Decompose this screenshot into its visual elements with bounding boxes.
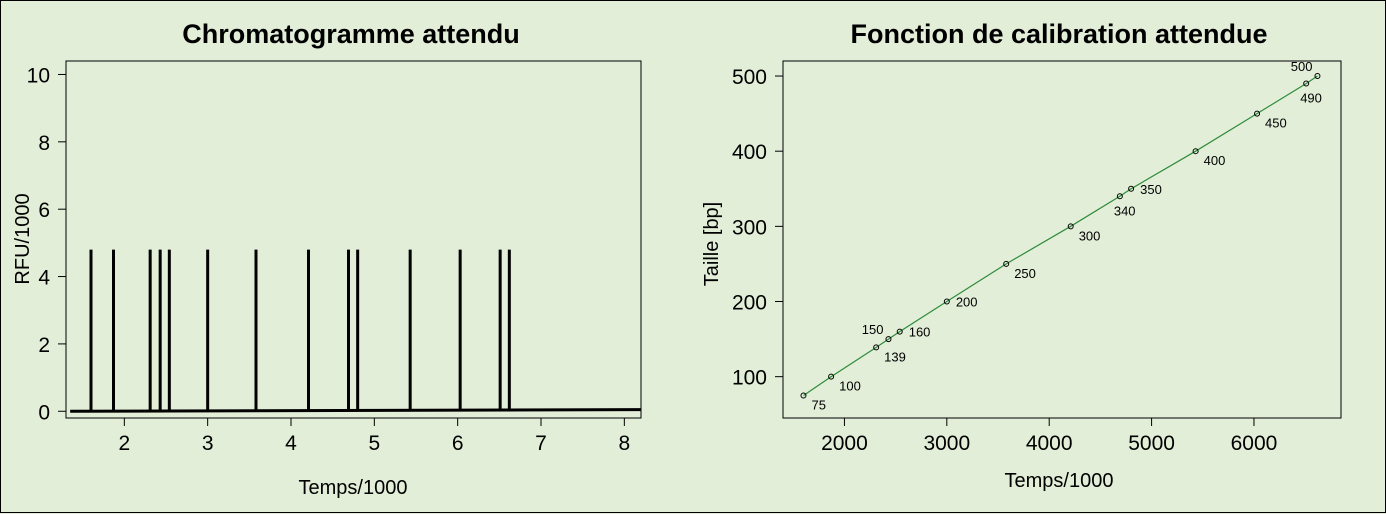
chart1-xtick-label: 8 xyxy=(618,432,630,455)
chart2-point xyxy=(885,336,892,343)
chart2-point-label: 340 xyxy=(1114,203,1136,218)
chart2-point xyxy=(828,373,835,380)
chart2-point-label: 250 xyxy=(1014,266,1036,281)
chart2-ytick-label: 400 xyxy=(732,141,767,164)
chart1-xtick-label: 6 xyxy=(452,432,464,455)
chart2-ylabel: Taille [bp] xyxy=(701,202,723,287)
chart2-point xyxy=(1254,110,1261,117)
chart2-ytick-label: 100 xyxy=(732,367,767,390)
chart1-ytick-label: 8 xyxy=(38,132,50,155)
chart2-title: Fonction de calibration attendue xyxy=(850,19,1267,49)
chart2-point-label: 300 xyxy=(1079,228,1101,243)
chart2-point-label: 139 xyxy=(884,349,906,364)
chart2-ytick-label: 300 xyxy=(732,216,767,239)
chart2-ytick-label: 500 xyxy=(732,66,767,89)
chart2-point-label: 450 xyxy=(1265,116,1287,131)
chart2-xtick-label: 5000 xyxy=(1128,432,1175,455)
chart2-point-label: 160 xyxy=(909,325,931,340)
chart2-ytick-label: 200 xyxy=(732,292,767,315)
chart2-point-label: 490 xyxy=(1300,91,1322,106)
chart1-title: Chromatogramme attendu xyxy=(182,19,520,49)
chart2-point xyxy=(1192,148,1199,155)
chart1-ytick-label: 10 xyxy=(27,64,50,87)
chart2-point xyxy=(1303,80,1310,87)
chart1-ytick-label: 0 xyxy=(38,401,50,424)
chart2-point xyxy=(1128,185,1135,192)
chart1-ytick-label: 4 xyxy=(38,267,50,290)
chart1-ytick-label: 2 xyxy=(38,334,50,357)
chart2-xtick-label: 2000 xyxy=(821,432,868,455)
chart1-plot-border xyxy=(65,60,642,419)
chart1-xtick-label: 2 xyxy=(118,432,130,455)
chart1-xtick-label: 5 xyxy=(368,432,380,455)
chart1-xtick-label: 4 xyxy=(285,432,297,455)
chart2-point xyxy=(1003,260,1010,267)
chart2-point xyxy=(873,344,880,351)
chart2-point xyxy=(1067,223,1074,230)
chart1-xtick-label: 7 xyxy=(535,432,547,455)
chart2-point xyxy=(896,328,903,335)
chart2-xtick-label: 4000 xyxy=(1026,432,1073,455)
chart2-point-label: 75 xyxy=(811,397,825,412)
chart2-point xyxy=(943,298,950,305)
chart2-point-label: 350 xyxy=(1140,182,1162,197)
chart1-baseline xyxy=(70,408,642,413)
chart2-point-label: 200 xyxy=(956,295,978,310)
chart2-point-label: 100 xyxy=(839,379,861,394)
chart2-point xyxy=(1116,193,1123,200)
chart2-xtick-label: 6000 xyxy=(1231,432,1278,455)
chart2-point xyxy=(1314,73,1321,80)
chart2-point xyxy=(800,392,807,399)
chart2-plot-border xyxy=(782,60,1342,419)
chart1-xtick-label: 3 xyxy=(202,432,214,455)
chart2-point-label: 400 xyxy=(1204,153,1226,168)
chart2-xlabel: Temps/1000 xyxy=(1005,470,1114,492)
chart1-ylabel: RFU/1000 xyxy=(12,193,34,284)
chart2-point-label: 500 xyxy=(1291,59,1313,74)
chart1-xlabel: Temps/1000 xyxy=(299,477,408,499)
chart1-ytick-label: 6 xyxy=(38,199,50,222)
chart2-calibration-line xyxy=(803,75,1318,396)
chart2-point-label: 150 xyxy=(862,322,884,337)
chart2-xtick-label: 3000 xyxy=(923,432,970,455)
